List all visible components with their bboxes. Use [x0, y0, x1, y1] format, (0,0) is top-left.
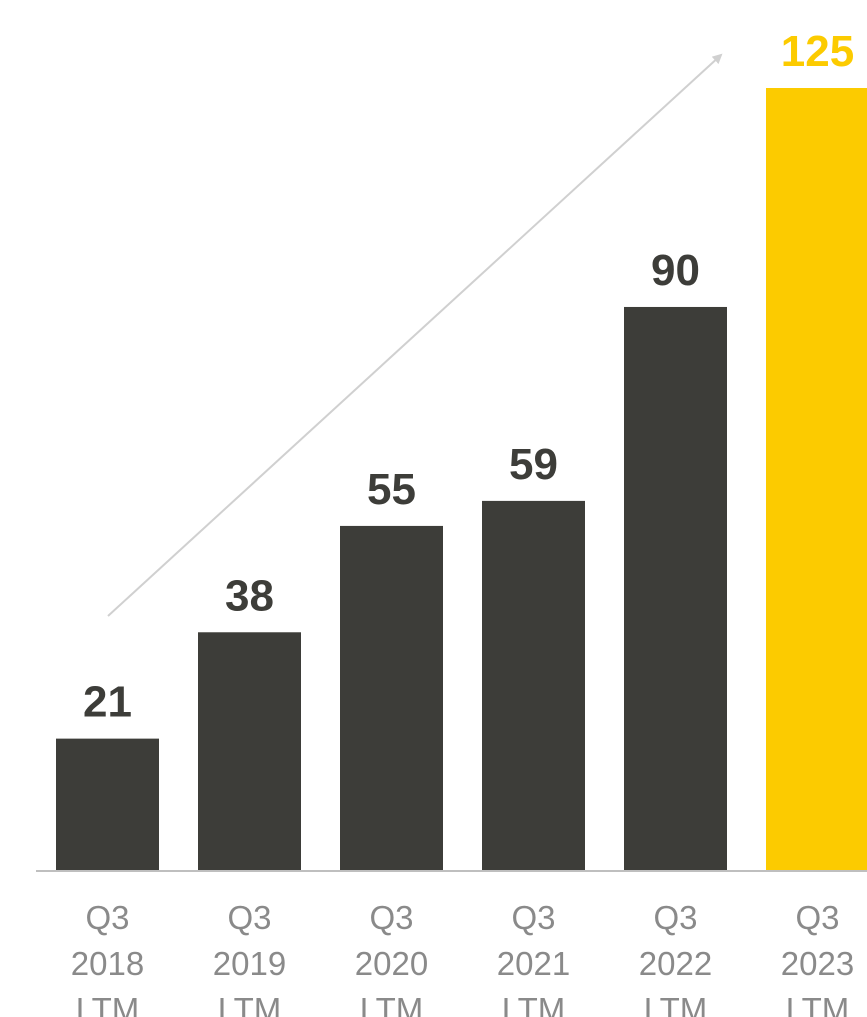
- x-tick-label-1: Q3 2019 LTM: [213, 899, 286, 1017]
- x-tick-label-3: Q3 2021 LTM: [497, 899, 570, 1017]
- x-tick-line: 2018: [71, 945, 144, 982]
- x-tick-line: 2020: [355, 945, 428, 982]
- x-tick-line: LTM: [644, 991, 708, 1017]
- x-tick-label-0: Q3 2018 LTM: [71, 899, 144, 1017]
- data-label-4: 90: [651, 246, 700, 295]
- x-tick-label-5: Q3 2023 LTM: [781, 899, 854, 1017]
- x-tick-line: Q3: [85, 899, 129, 936]
- data-label-5: 125: [781, 27, 854, 76]
- x-tick-label-2: Q3 2020 LTM: [355, 899, 428, 1017]
- x-tick-line: 2021: [497, 945, 570, 982]
- bar-1: [198, 632, 301, 870]
- bar-4: [624, 306, 727, 871]
- x-tick-line: LTM: [76, 991, 140, 1017]
- data-label-2: 55: [367, 465, 416, 514]
- bar-5: [766, 88, 867, 870]
- x-tick-line: 2022: [639, 945, 712, 982]
- data-label-1: 38: [225, 571, 274, 620]
- x-tick-line: LTM: [502, 991, 566, 1017]
- data-label-3: 59: [509, 440, 558, 489]
- bar-0: [56, 738, 159, 870]
- x-tick-line: Q3: [227, 899, 271, 936]
- x-tick-line: LTM: [786, 991, 850, 1017]
- x-tick-line: Q3: [653, 899, 697, 936]
- data-label-0: 21: [83, 678, 132, 727]
- x-tick-label-4: Q3 2022 LTM: [639, 899, 712, 1017]
- x-tick-line: Q3: [795, 899, 839, 936]
- x-tick-line: Q3: [511, 899, 555, 936]
- bar-3: [482, 500, 585, 870]
- x-tick-line: LTM: [218, 991, 282, 1017]
- trend-arrow: [107, 53, 723, 617]
- x-tick-line: 2023: [781, 945, 854, 982]
- x-tick-line: 2019: [213, 945, 286, 982]
- x-tick-line: Q3: [369, 899, 413, 936]
- bar-2: [340, 525, 443, 870]
- x-tick-line: LTM: [360, 991, 424, 1017]
